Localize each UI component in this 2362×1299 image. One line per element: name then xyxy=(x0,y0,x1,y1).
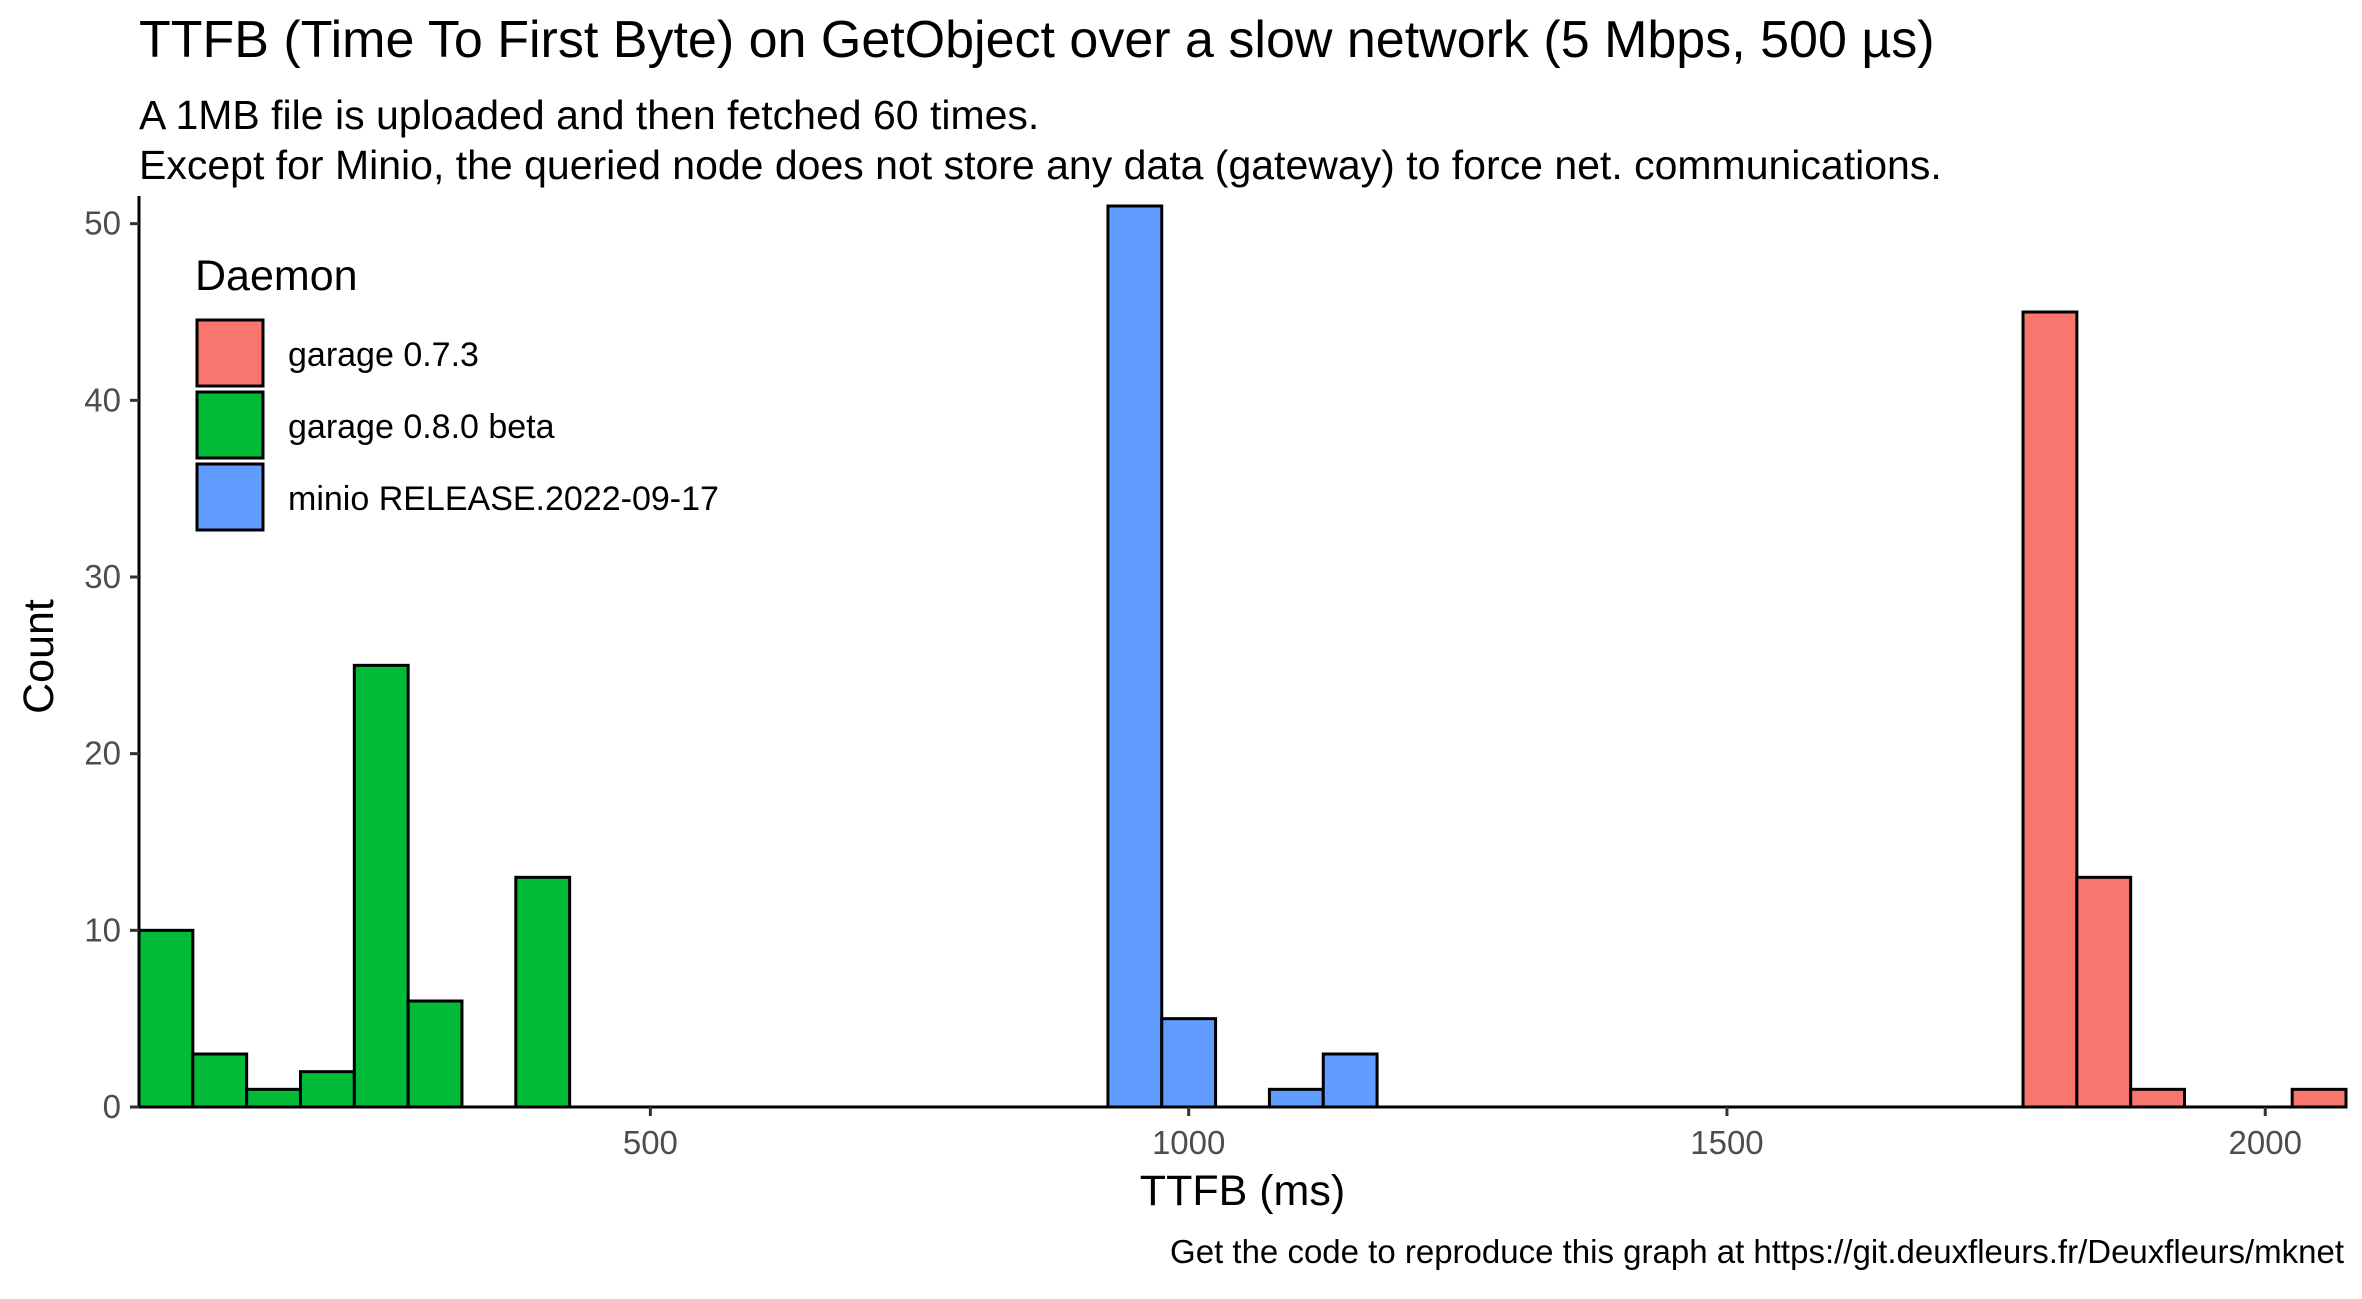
legend-label-2: minio RELEASE.2022-09-17 xyxy=(288,480,719,518)
chart-caption: Get the code to reproduce this graph at … xyxy=(1170,1233,2344,1270)
bar-series-1-bin-2 xyxy=(245,1087,302,1109)
chart-subtitle-line-1: A 1MB file is uploaded and then fetched … xyxy=(139,92,1040,138)
chart-subtitle-line-2: Except for Minio, the queried node does … xyxy=(139,142,1942,188)
legend-title: Daemon xyxy=(195,252,358,300)
bar-series-1-bin-6 xyxy=(514,875,572,1109)
y-tick-label-4: 40 xyxy=(84,381,121,418)
x-axis-label: TTFB (ms) xyxy=(1140,1167,1345,1215)
bar-series-0-bin-2 xyxy=(2129,1087,2187,1109)
x-tick-label-1: 1000 xyxy=(1152,1124,1225,1161)
bar-series-1-bin-0 xyxy=(137,928,195,1109)
y-tick-label-3: 30 xyxy=(84,558,121,595)
legend-key-0 xyxy=(195,318,265,388)
chart-title: TTFB (Time To First Byte) on GetObject o… xyxy=(139,11,1935,69)
bar-series-2-bin-0 xyxy=(1106,204,1164,1109)
y-tick-label-0: 0 xyxy=(103,1088,121,1125)
bar-series-2-bin-1 xyxy=(1160,1017,1218,1109)
x-tick-label-2: 1500 xyxy=(1690,1124,1763,1161)
bar-series-0-bin-1 xyxy=(2075,875,2133,1109)
legend-key-1 xyxy=(195,390,265,460)
y-tick-label-2: 20 xyxy=(84,735,121,772)
bars-layer xyxy=(137,204,2348,1109)
x-tick-label-0: 500 xyxy=(623,1124,678,1161)
y-tick-label-5: 50 xyxy=(84,205,121,242)
y-axis-ticks: 0 10 20 30 40 50 xyxy=(84,205,139,1125)
bar-series-0-bin-0 xyxy=(2021,310,2079,1109)
bar-series-2-bin-2 xyxy=(1267,1087,1325,1109)
bar-series-2-bin-3 xyxy=(1321,1052,1379,1109)
bar-series-0-bin-3 xyxy=(2290,1087,2348,1109)
y-tick-label-1: 10 xyxy=(84,911,121,948)
y-axis-label: Count xyxy=(15,599,63,714)
legend-label-1: garage 0.8.0 beta xyxy=(288,408,555,446)
bar-series-1-bin-1 xyxy=(191,1052,249,1109)
bar-series-1-bin-5 xyxy=(406,999,464,1109)
legend-key-2 xyxy=(195,462,265,532)
legend: Daemon garage 0.7.3 garage 0.8.0 beta mini… xyxy=(195,252,719,532)
bar-series-1-bin-4 xyxy=(352,663,410,1109)
legend-label-0: garage 0.7.3 xyxy=(288,336,479,374)
bar-series-1-bin-3 xyxy=(298,1070,356,1109)
x-axis-ticks: 500 1000 1500 2000 xyxy=(623,1107,2302,1161)
x-tick-label-3: 2000 xyxy=(2229,1124,2302,1161)
